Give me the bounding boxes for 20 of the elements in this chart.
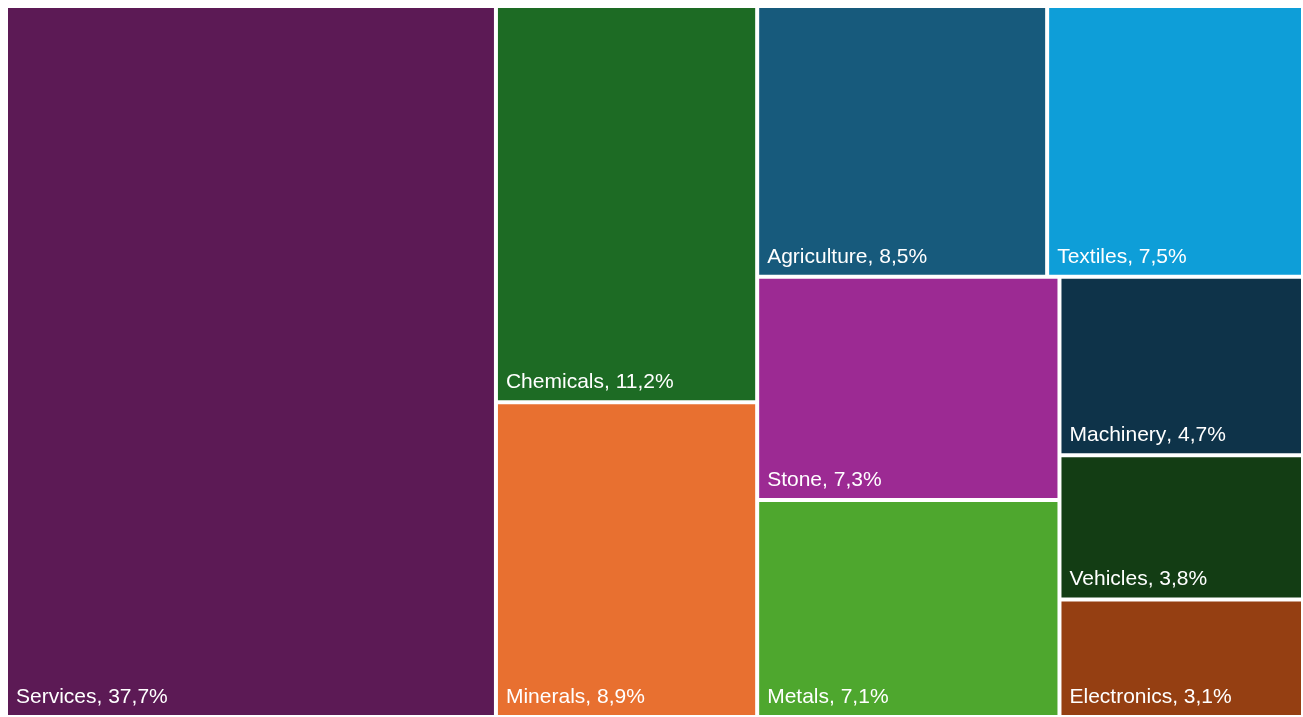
- category-label: Agriculture: [767, 243, 868, 267]
- data-label: , 7,5%: [1127, 243, 1187, 267]
- category-label: Services: [16, 684, 97, 707]
- data-label: , 8,9%: [585, 684, 645, 707]
- data-label: , 3,8%: [1147, 566, 1208, 590]
- category-label: Vehicles: [1069, 566, 1148, 590]
- category-label: Chemicals: [505, 369, 604, 393]
- data-label: , 8,5%: [867, 243, 928, 267]
- category-label: Electronics: [1069, 684, 1173, 707]
- data-label: , 4,7%: [1166, 422, 1226, 446]
- data-label: , 7,3%: [822, 466, 882, 490]
- data-label: , 7,1%: [829, 684, 889, 707]
- category-label: Textiles: [1057, 243, 1128, 267]
- category-label: Minerals: [505, 684, 586, 707]
- category-label: Stone: [767, 466, 823, 490]
- data-label: , 37,7%: [96, 684, 168, 707]
- data-label: , 3,1%: [1172, 684, 1232, 707]
- category-label: Metals: [767, 684, 830, 707]
- category-label: Machinery: [1069, 422, 1167, 446]
- data-label: , 11,2%: [603, 369, 674, 393]
